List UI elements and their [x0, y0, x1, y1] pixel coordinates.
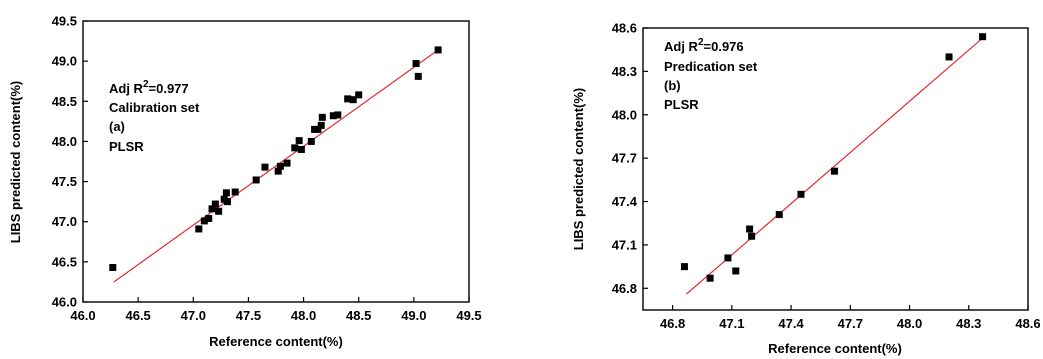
data-point-b-3 — [732, 267, 740, 275]
x-tick-label-a: 48.5 — [346, 308, 371, 323]
data-point-a-28 — [355, 91, 363, 99]
data-point-b-1 — [706, 274, 714, 282]
y-tick-label-b: 48.6 — [612, 21, 637, 36]
data-point-a-22 — [317, 121, 325, 129]
data-point-a-24 — [329, 112, 337, 120]
data-point-a-4 — [208, 205, 216, 213]
data-point-a-18 — [297, 145, 305, 153]
x-axis-label-b: Reference content(%) — [768, 341, 902, 356]
y-tick-label-b: 47.1 — [612, 237, 637, 252]
data-point-b-5 — [748, 232, 756, 240]
data-point-b-6 — [775, 211, 783, 219]
x-tick-label-a: 47.0 — [181, 308, 206, 323]
y-tick-label-b: 48.0 — [612, 107, 637, 122]
set-label-a: Calibration set — [109, 100, 200, 115]
data-point-a-12 — [261, 163, 269, 171]
x-tick-label-b: 48.6 — [1015, 316, 1040, 331]
y-tick-label-a: 47.5 — [52, 174, 77, 189]
data-point-a-2 — [200, 217, 208, 225]
data-point-a-3 — [205, 215, 213, 223]
data-point-a-9 — [223, 198, 231, 206]
x-tick-label-a: 47.5 — [236, 308, 261, 323]
adj-r2-annotation-a: Adj R2=0.977 — [109, 79, 189, 96]
data-points-a — [109, 46, 442, 271]
y-tick-label-a: 49.0 — [52, 54, 77, 69]
data-points-b — [680, 33, 987, 282]
data-point-a-15 — [283, 159, 291, 167]
y-tick-label-b: 47.4 — [612, 194, 638, 209]
data-point-a-26 — [344, 95, 352, 103]
x-tick-label-a: 46.0 — [70, 308, 95, 323]
data-point-b-4 — [746, 225, 754, 233]
x-tick-label-b: 47.4 — [778, 316, 804, 331]
data-point-a-17 — [295, 137, 303, 145]
data-point-b-9 — [945, 53, 953, 61]
data-point-b-2 — [724, 254, 732, 262]
data-point-a-8 — [222, 189, 230, 197]
axis-ticks-a: 46.0 46.5 47.0 47.5 48.0 48.5 49.0 49.5 46.0 46.5… — [52, 14, 482, 324]
x-axis-label-a: Reference content(%) — [209, 334, 343, 349]
chart-panel-a: 46.0 46.5 47.0 47.5 48.0 48.5 49.0 49.5 46.0 46.5… — [8, 14, 482, 350]
data-point-a-6 — [215, 207, 223, 215]
data-point-a-5 — [211, 200, 219, 208]
data-point-b-10 — [979, 33, 987, 41]
panel-label-a: (a) — [109, 119, 125, 134]
data-point-a-21 — [314, 125, 322, 133]
data-point-a-11 — [252, 176, 260, 184]
x-tick-label-a: 48.0 — [291, 308, 316, 323]
x-tick-label-b: 46.8 — [660, 316, 685, 331]
y-tick-label-a: 48.0 — [52, 134, 77, 149]
data-point-a-27 — [349, 96, 357, 104]
x-tick-label-a: 49.5 — [456, 308, 481, 323]
y-tick-label-a: 49.5 — [52, 14, 77, 29]
x-tick-label-a: 49.0 — [401, 308, 426, 323]
data-point-b-8 — [831, 167, 839, 175]
x-tick-label-b: 47.1 — [719, 316, 744, 331]
data-point-a-1 — [195, 225, 203, 233]
axis-ticks-b: 46.8 47.1 47.4 47.7 48.0 48.3 48.6 46.8 47.1 47.4… — [612, 21, 1041, 332]
method-label-a: PLSR — [109, 139, 144, 154]
data-point-a-25 — [334, 111, 342, 119]
y-tick-label-a: 47.0 — [52, 214, 77, 229]
y-axis-label-b: LIBS predicted content(%) — [571, 88, 586, 251]
fit-line-b — [686, 37, 983, 295]
fit-line-a — [113, 49, 439, 283]
data-point-a-14 — [276, 162, 284, 170]
x-tick-label-b: 48.3 — [956, 316, 981, 331]
data-point-a-29 — [412, 60, 420, 68]
plot-frame-a — [82, 20, 470, 303]
y-tick-label-b: 47.7 — [612, 151, 637, 166]
y-tick-label-b: 46.8 — [612, 281, 637, 296]
data-point-a-13 — [274, 167, 282, 175]
data-point-a-31 — [434, 46, 442, 54]
y-tick-label-a: 46.0 — [52, 295, 77, 310]
y-tick-label-a: 46.5 — [52, 254, 77, 269]
adj-r2-annotation-b: Adj R2=0.976 — [664, 37, 744, 54]
x-tick-label-a: 46.5 — [125, 308, 150, 323]
data-point-a-16 — [291, 144, 299, 152]
method-label-b: PLSR — [664, 97, 699, 112]
data-point-b-7 — [797, 190, 805, 198]
data-point-a-19 — [307, 137, 315, 145]
chart-panel-b: 46.8 47.1 47.4 47.7 48.0 48.3 48.6 46.8 47.1 47.4… — [571, 21, 1041, 357]
y-axis-label-a: LIBS predicted content(%) — [8, 81, 23, 244]
x-tick-label-b: 47.7 — [838, 316, 863, 331]
y-tick-label-a: 48.5 — [52, 94, 77, 109]
y-tick-label-b: 48.3 — [612, 64, 637, 79]
data-point-b-0 — [680, 263, 688, 271]
data-point-a-10 — [231, 188, 239, 196]
set-label-b: Predication set — [664, 59, 758, 74]
data-point-a-0 — [109, 263, 117, 271]
data-point-a-23 — [318, 113, 326, 121]
plot-frame-b — [642, 27, 1029, 311]
panel-label-b: (b) — [664, 78, 681, 93]
x-tick-label-b: 48.0 — [897, 316, 922, 331]
data-point-a-30 — [414, 72, 422, 80]
